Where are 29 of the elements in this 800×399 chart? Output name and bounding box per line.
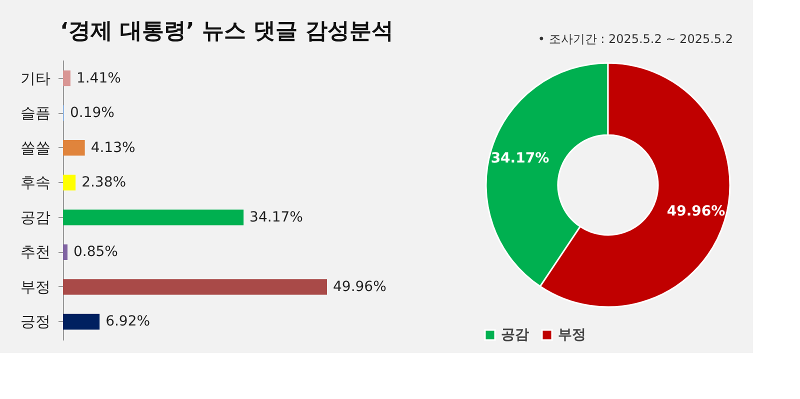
bar [63, 244, 68, 260]
data-label: 49.96% [666, 204, 726, 220]
chart-title: ‘경제 대통령’ 뉴스 댓글 감성분석 [60, 19, 394, 44]
data-label: 0.19% [70, 105, 114, 122]
bar [63, 174, 76, 190]
y-tick-label: 부정 [20, 278, 50, 296]
y-tick-label: 기타 [20, 69, 50, 88]
bar [63, 210, 244, 226]
data-label: 2.38% [82, 174, 126, 191]
legend-label: 부정 [558, 327, 586, 343]
bar [63, 314, 100, 330]
y-tick-label: 쏠쏠 [20, 138, 50, 157]
bar [63, 140, 85, 156]
data-label: 0.85% [73, 244, 118, 260]
text: • 조사기간 : 2025.5.2 ~ 2025.5.2 [538, 32, 733, 46]
data-label: 49.96% [333, 278, 386, 295]
y-tick-label: 긍정 [20, 312, 50, 331]
data-label: 34.17% [490, 150, 550, 166]
y-tick-label: 후속 [20, 174, 50, 192]
data-label: 34.17% [250, 209, 303, 226]
y-tick-label: 슬픔 [20, 104, 50, 122]
data-label: 4.13% [90, 140, 136, 156]
legend-label: 공감 [501, 327, 529, 343]
bar [63, 70, 70, 86]
y-tick-label: 공감 [20, 208, 50, 226]
bar [63, 279, 327, 295]
data-label: 1.41% [76, 70, 121, 86]
data-label: 6.92% [106, 314, 150, 330]
y-tick-label: 추천 [20, 243, 50, 262]
